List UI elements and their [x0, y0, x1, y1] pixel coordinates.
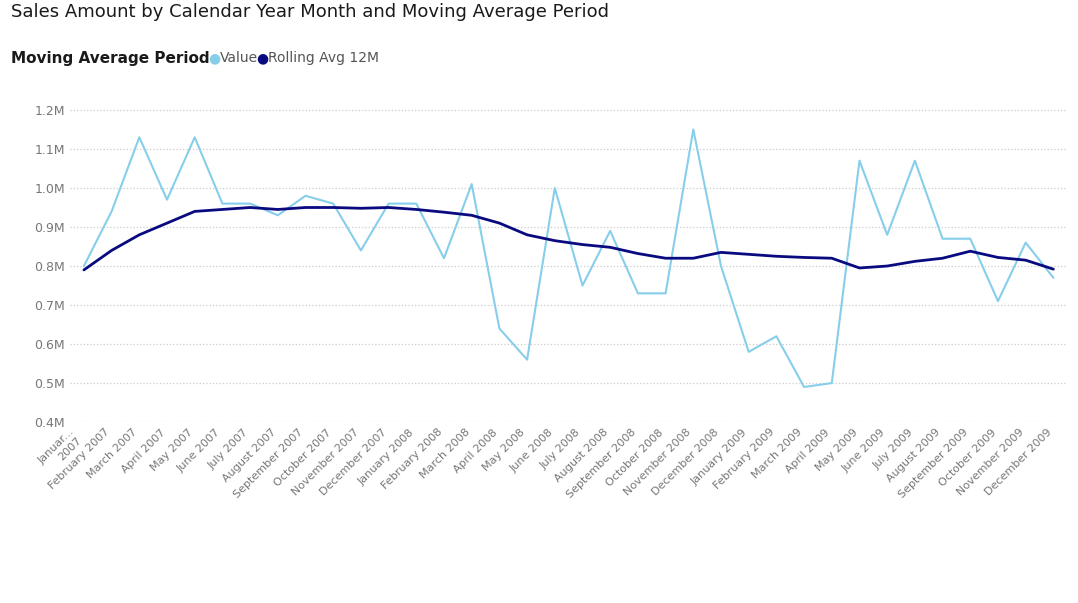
- Text: Value: Value: [220, 51, 258, 65]
- Text: ●: ●: [257, 51, 268, 65]
- Text: Moving Average Period: Moving Average Period: [11, 51, 209, 66]
- Text: Rolling Avg 12M: Rolling Avg 12M: [268, 51, 379, 65]
- Text: ●: ●: [208, 51, 220, 65]
- Text: Sales Amount by Calendar Year Month and Moving Average Period: Sales Amount by Calendar Year Month and …: [11, 3, 609, 21]
